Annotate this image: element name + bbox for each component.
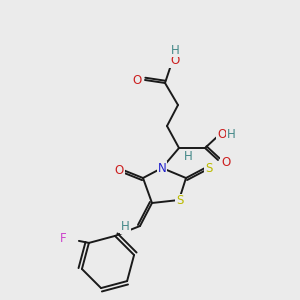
Text: H: H <box>184 149 193 163</box>
Text: S: S <box>205 161 213 175</box>
Text: O: O <box>218 128 226 140</box>
Text: H: H <box>171 44 179 56</box>
Text: O: O <box>221 155 231 169</box>
Text: H: H <box>226 128 236 140</box>
Text: H: H <box>121 220 130 233</box>
Text: O: O <box>170 55 180 68</box>
Text: F: F <box>60 232 67 245</box>
Text: O: O <box>132 74 142 86</box>
Text: S: S <box>176 194 184 208</box>
Text: N: N <box>158 161 166 175</box>
Text: O: O <box>114 164 124 176</box>
